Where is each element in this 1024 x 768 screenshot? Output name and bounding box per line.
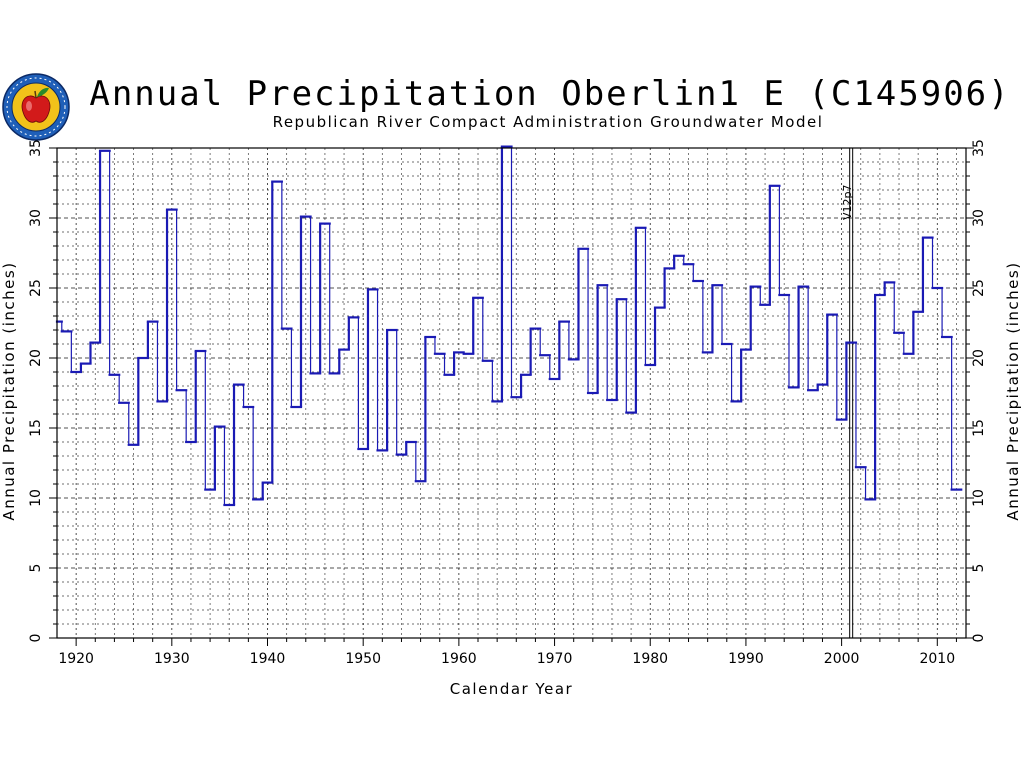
y-axis-title-left: Annual Precipitation (inches) xyxy=(0,261,18,520)
x-tick-label: 1990 xyxy=(728,651,764,667)
rrca-apple-seal-icon xyxy=(2,73,70,141)
logo-dots-ring xyxy=(6,77,66,137)
y-tick-label-left: 20 xyxy=(28,349,44,367)
x-tick-label: 1950 xyxy=(345,651,381,667)
x-tick-label: 1930 xyxy=(154,651,190,667)
y-tick-label-right: 25 xyxy=(971,279,987,297)
y-tick-label-right: 0 xyxy=(971,634,987,643)
logo-highlight xyxy=(26,101,32,111)
plot-frame xyxy=(56,147,967,639)
x-axis-title: Calendar Year xyxy=(450,680,573,698)
x-tick-label: 2000 xyxy=(824,651,860,667)
vline-label: V12p7 xyxy=(841,184,854,220)
x-tick-label: 1960 xyxy=(441,651,477,667)
y-tick-label-left: 25 xyxy=(28,279,44,297)
y-tick-label-left: 5 xyxy=(28,564,44,573)
y-tick-label-right: 5 xyxy=(971,564,987,573)
y-axis-title-right: Annual Precipitation (inches) xyxy=(1004,261,1022,520)
grid-layer xyxy=(57,148,966,638)
y-tick-label-right: 10 xyxy=(971,489,987,507)
chart-subtitle: Republican River Compact Administration … xyxy=(272,113,824,131)
chart-title: Annual Precipitation Oberlin1 E (C145906… xyxy=(89,74,1011,114)
y-tick-label-right: 20 xyxy=(971,349,987,367)
x-tick-label: 1980 xyxy=(632,651,668,667)
x-tick-label: 1940 xyxy=(250,651,286,667)
axis-layer xyxy=(49,147,974,646)
y-tick-label-left: 30 xyxy=(28,209,44,227)
x-tick-label: 1970 xyxy=(537,651,573,667)
y-tick-label-right: 35 xyxy=(971,139,987,157)
y-tick-label-left: 10 xyxy=(28,489,44,507)
series-layer xyxy=(55,145,963,507)
y-tick-label-left: 0 xyxy=(28,634,44,643)
logo-leaf xyxy=(37,87,49,97)
y-tick-label-left: 15 xyxy=(28,419,44,437)
y-tick-label-left: 35 xyxy=(28,139,44,157)
logo-stem xyxy=(34,90,37,99)
x-tick-label: 2010 xyxy=(919,651,955,667)
x-tick-label: 1920 xyxy=(58,651,94,667)
y-tick-label-right: 30 xyxy=(971,209,987,227)
y-tick-label-right: 15 xyxy=(971,419,987,437)
